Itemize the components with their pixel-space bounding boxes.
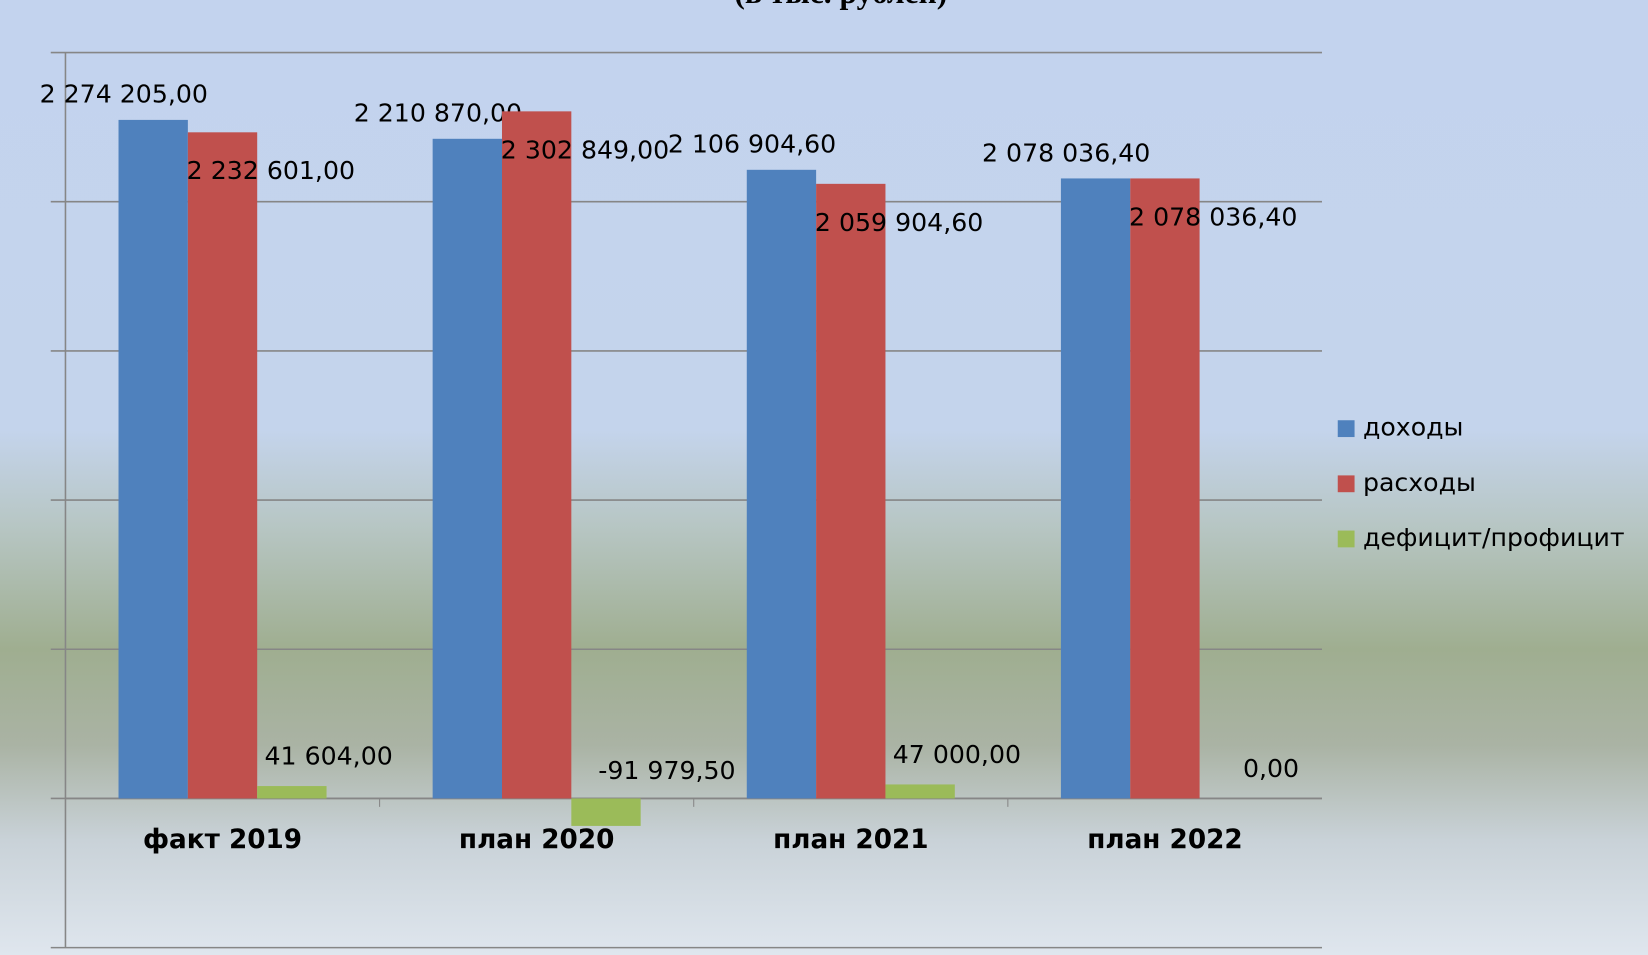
data-label: 2 302 849,00: [501, 135, 669, 164]
legend-swatch: [1338, 531, 1355, 548]
x-tick-label: план 2020: [459, 825, 614, 855]
bar: [885, 784, 954, 798]
data-label: 2 274 205,00: [40, 80, 208, 109]
legend-label: дефицит/профицит: [1363, 523, 1625, 552]
legend-swatch: [1338, 475, 1355, 492]
legend-swatch: [1338, 420, 1355, 437]
data-label: 0,00: [1243, 754, 1299, 783]
data-label: 2 232 601,00: [187, 156, 355, 185]
page: (в тыс. рублей) факт 2019 2 274 205,00 2 2…: [0, 0, 1648, 955]
x-tick-label: факт 2019: [143, 825, 302, 855]
bar: [747, 170, 816, 799]
data-label: 2 210 870,00: [354, 99, 522, 128]
data-label: 2 106 904,60: [668, 130, 836, 159]
bar: [257, 786, 326, 798]
data-label: 2 078 036,40: [1129, 202, 1297, 231]
chart-subtitle: (в тыс. рублей): [734, 0, 947, 10]
bar: [433, 139, 502, 799]
bar: [119, 120, 188, 799]
bar: [1061, 178, 1130, 798]
legend-label: расходы: [1363, 468, 1476, 497]
data-label: 47 000,00: [893, 740, 1021, 769]
bar: [1130, 178, 1199, 798]
legend-label: доходы: [1363, 413, 1464, 442]
data-label: 2 078 036,40: [982, 138, 1150, 167]
bar: [816, 184, 885, 799]
data-label: 41 604,00: [264, 742, 392, 771]
data-label: -91 979,50: [598, 756, 735, 785]
bar: [571, 798, 640, 825]
bar: [188, 132, 257, 798]
x-tick-label: план 2022: [1087, 825, 1242, 855]
data-label: 2 059 904,60: [815, 208, 983, 237]
chart: (в тыс. рублей) факт 2019 2 274 205,00 2 2…: [0, 0, 1648, 955]
x-tick-label: план 2021: [773, 825, 928, 855]
bar: [502, 111, 571, 798]
